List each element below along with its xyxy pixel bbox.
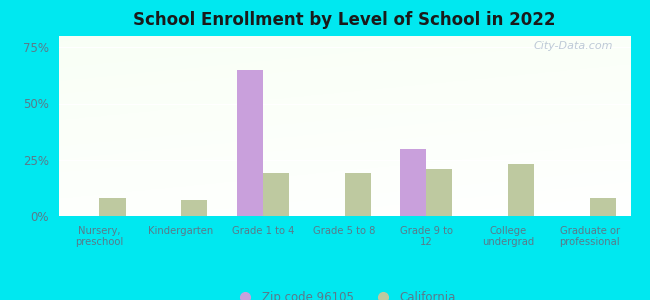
Bar <box>344 173 370 216</box>
Title: School Enrollment by Level of School in 2022: School Enrollment by Level of School in … <box>133 11 556 29</box>
Bar <box>237 70 263 216</box>
Bar <box>263 173 289 216</box>
Bar <box>508 164 534 216</box>
Bar <box>426 169 452 216</box>
Bar <box>99 198 125 216</box>
Text: City-Data.com: City-Data.com <box>534 41 614 51</box>
Legend: Zip code 96105, California: Zip code 96105, California <box>228 287 461 300</box>
Bar <box>400 148 426 216</box>
Bar <box>590 198 616 216</box>
Bar <box>181 200 207 216</box>
